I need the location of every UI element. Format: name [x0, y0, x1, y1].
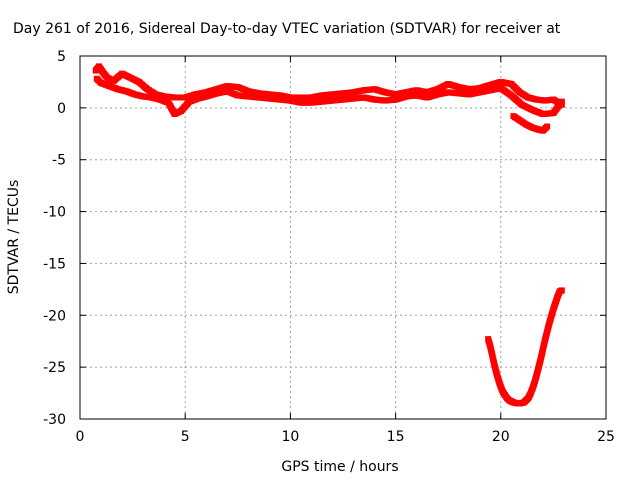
x-tick-label: 15 — [387, 429, 405, 445]
y-tick-label: -10 — [43, 205, 66, 221]
x-tick-label: 0 — [76, 429, 85, 445]
x-axis-label: GPS time / hours — [281, 459, 398, 475]
y-tick-label: -20 — [43, 308, 66, 324]
plot-frame — [79, 55, 607, 420]
tick-labels: 0 5 10 15 20 25 5 0 -5 -10 -15 -20 -25 -30 — [43, 49, 615, 445]
chart-title: Day 261 of 2016, Sidereal Day-to-day VTE… — [13, 21, 561, 37]
y-tick-label: 0 — [57, 101, 66, 117]
data-points — [92, 63, 565, 407]
y-tick-label: -15 — [43, 256, 66, 272]
axis-ticks — [79, 55, 607, 420]
y-tick-label: -30 — [43, 412, 66, 428]
series-track — [485, 287, 565, 407]
series-track — [510, 113, 551, 134]
data-point — [558, 287, 565, 294]
x-tick-label: 5 — [181, 429, 190, 445]
x-tick-label: 20 — [492, 429, 510, 445]
y-axis-label: SDTVAR / TECUs — [6, 180, 22, 295]
x-tick-label: 10 — [281, 429, 299, 445]
y-tick-label: -5 — [52, 153, 66, 169]
y-tick-label: -25 — [43, 360, 66, 376]
x-tick-label: 25 — [597, 429, 615, 445]
y-tick-label: 5 — [57, 49, 66, 65]
grid-lines — [80, 56, 606, 419]
data-point — [558, 98, 565, 105]
series-track — [92, 63, 565, 108]
data-point — [544, 123, 551, 130]
series-track — [93, 75, 565, 118]
